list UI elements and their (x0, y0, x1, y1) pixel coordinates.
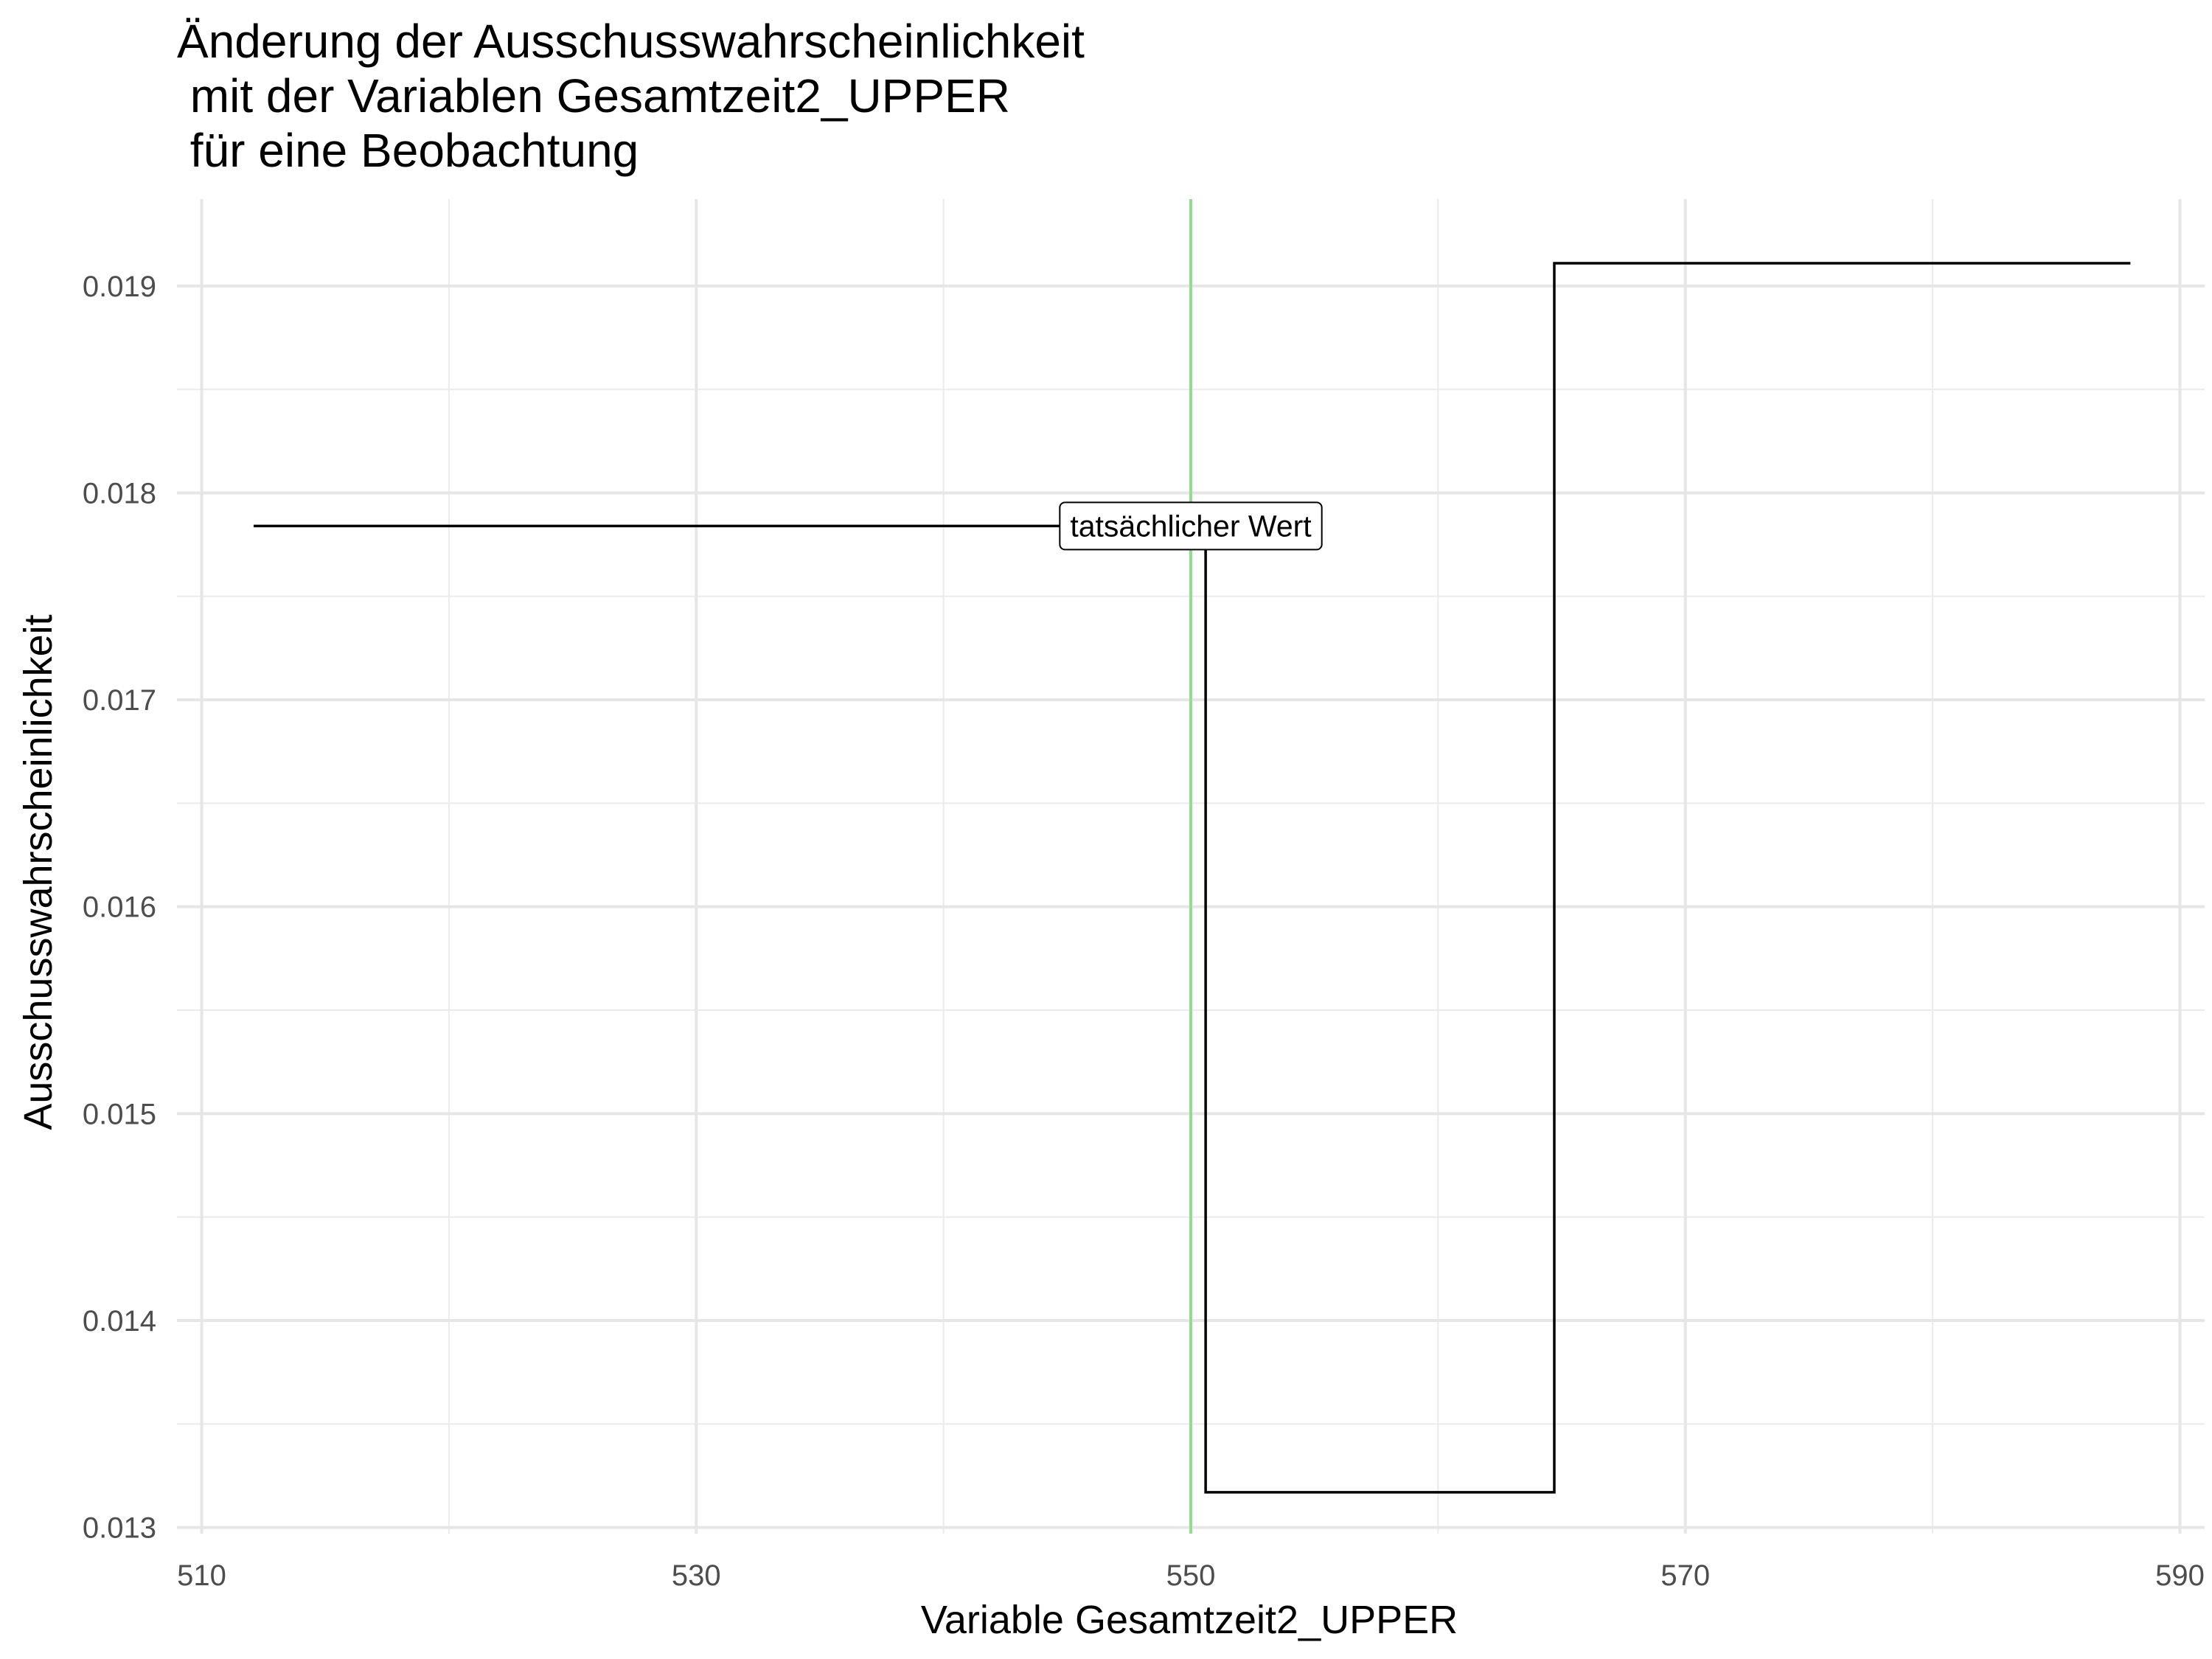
chart-title-line-1: Änderung der Ausschusswahrscheinlichkeit (177, 15, 1085, 68)
series-layer (253, 262, 2131, 1494)
x-tick-label: 510 (177, 1559, 226, 1592)
y-tick-label: 0.016 (83, 891, 156, 924)
x-tick-label: 570 (1660, 1559, 1710, 1592)
x-axis-title: Variable Gesamtzeit2_UPPER (921, 1598, 1458, 1642)
x-tick-label: 590 (2155, 1559, 2205, 1592)
annotation-label: tatsächlicher Wert (1070, 509, 1312, 543)
annotation-layer: tatsächlicher Wert (1059, 501, 1323, 551)
y-tick-label: 0.019 (83, 271, 156, 303)
y-tick-label: 0.013 (83, 1512, 156, 1545)
chart-title: Änderung der Ausschusswahrscheinlichkeit… (177, 15, 1085, 177)
y-axis-title: Ausschusswahrscheinlichkeit (16, 614, 60, 1130)
annotation-box (1059, 501, 1323, 551)
y-tick-label: 0.017 (83, 684, 156, 717)
chart-title-line-2: mit der Variablen Gesamtzeit2_UPPER (177, 69, 1010, 122)
x-tick-labels: 510 530 550 570 590 (177, 1559, 2205, 1592)
y-tick-label: 0.014 (83, 1305, 156, 1338)
x-tick-label: 530 (672, 1559, 721, 1592)
chart-title-line-3: für eine Beobachtung (177, 124, 639, 177)
y-tick-label: 0.018 (83, 477, 156, 509)
series-step-line (253, 262, 2131, 1494)
y-tick-label: 0.015 (83, 1098, 156, 1130)
y-tick-labels: 0.013 0.014 0.015 0.016 0.017 0.018 0.019 (83, 271, 156, 1545)
x-tick-label: 550 (1166, 1559, 1216, 1592)
